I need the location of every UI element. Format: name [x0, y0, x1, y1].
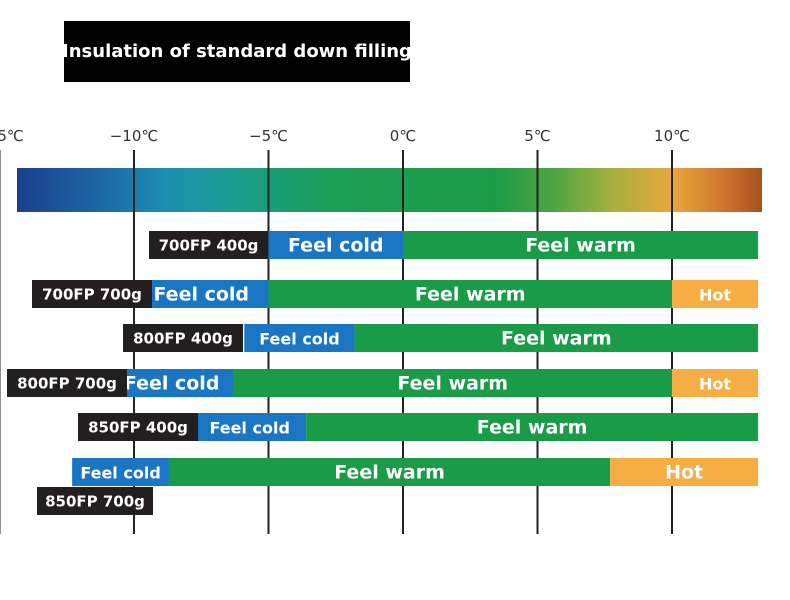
row-label: 700FP 400g	[159, 237, 259, 255]
tick-label: 0℃	[390, 127, 416, 145]
tick-label: 10℃	[654, 127, 690, 145]
bar-850fp-400g-cold	[193, 413, 307, 441]
tick-label: −5℃	[249, 127, 288, 145]
row-label-bg	[123, 324, 243, 352]
bar-850fp-700g-warm	[168, 458, 611, 486]
segment-label-cold: Feel cold	[209, 419, 289, 438]
bar-800fp-700g-warm	[233, 369, 672, 397]
temperature-gradient-bar	[17, 168, 762, 212]
bar-800fp-700g-hot	[672, 369, 759, 397]
bar-800fp-700g-cold	[109, 369, 234, 397]
row-label: 850FP 400g	[88, 419, 188, 437]
tick-label: −15℃	[0, 127, 24, 145]
row-label: 800FP 700g	[17, 375, 117, 393]
segment-label-hot: Hot	[699, 375, 731, 394]
row-label-bg	[149, 231, 268, 259]
bar-700fp-400g-cold	[268, 231, 403, 259]
segment-label-warm: Feel warm	[397, 373, 508, 395]
segment-label-cold: Feel cold	[80, 464, 160, 483]
bars: Feel cold Feel warm 700FP 400g Feel cold Fee…	[7, 231, 759, 515]
segment-label-warm: Feel warm	[477, 417, 588, 439]
bar-850fp-700g-cold	[72, 458, 169, 486]
row-label: 700FP 700g	[42, 286, 142, 304]
chart-title: Insulation of standard down filling	[62, 21, 412, 82]
row-label-bg	[78, 413, 198, 441]
bar-800fp-400g-cold	[244, 324, 355, 352]
segment-label-cold: Feel cold	[259, 330, 339, 349]
tick-label: 5℃	[524, 127, 550, 145]
segment-label-warm: Feel warm	[415, 284, 526, 306]
segment-label-cold: Feel cold	[288, 235, 384, 257]
segment-label-warm: Feel warm	[334, 462, 445, 484]
bar-800fp-400g-warm	[354, 324, 759, 352]
segment-label-hot: Hot	[699, 286, 731, 305]
row-label: 800FP 400g	[133, 330, 233, 348]
bar-850fp-400g-warm	[306, 413, 759, 441]
bar-700fp-400g-warm	[403, 231, 759, 259]
bar-850fp-700g-hot	[610, 458, 759, 486]
bar-700fp-700g-cold	[134, 280, 269, 308]
segment-label-cold: Feel cold	[124, 373, 220, 395]
bar-700fp-700g-hot	[672, 280, 759, 308]
segment-label-warm: Feel warm	[501, 328, 612, 350]
segment-label-warm: Feel warm	[525, 235, 636, 257]
row-label-bg	[7, 369, 127, 397]
segment-label-cold: Feel cold	[153, 284, 249, 306]
tick-labels: −15℃ −10℃ −5℃ 0℃ 5℃ 10℃	[0, 127, 690, 145]
tick-label: −10℃	[110, 127, 159, 145]
row-label-bg	[32, 280, 152, 308]
segment-label-hot: Hot	[665, 462, 703, 484]
row-label: 850FP 700g	[45, 493, 145, 511]
row-label-bg	[37, 487, 153, 515]
bar-700fp-700g-warm	[268, 280, 672, 308]
